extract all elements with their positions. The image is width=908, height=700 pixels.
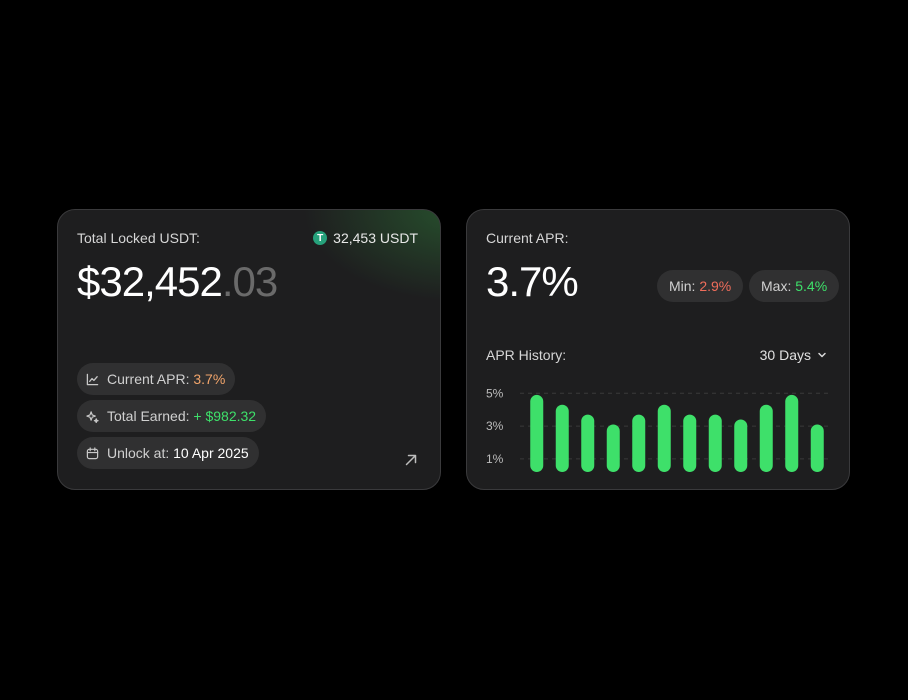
current-apr-pill: Current APR: 3.7%	[77, 363, 236, 395]
token-badge: T 32,453 USDT	[313, 230, 418, 246]
line-chart-icon	[86, 373, 99, 386]
min-apr-label: Min:	[669, 278, 696, 294]
sparkle-icon	[86, 410, 99, 423]
total-locked-value-main: $32,452	[77, 258, 223, 305]
apr-bar	[683, 414, 697, 472]
min-apr-pill: Min: 2.9%	[657, 270, 744, 302]
current-apr-label: Current APR:	[107, 371, 190, 387]
unlock-date-pill: Unlock at: 10 Apr 2025	[77, 437, 259, 469]
total-earned-value: + $982.32	[193, 408, 257, 424]
apr-history-label: APR History:	[486, 347, 567, 363]
y-tick-label: 5%	[486, 386, 504, 400]
y-tick-label: 3%	[486, 419, 504, 433]
max-apr-label: Max:	[761, 278, 792, 294]
apr-bar	[632, 414, 646, 472]
unlock-label: Unlock at:	[107, 445, 170, 461]
calendar-icon	[86, 446, 99, 460]
min-apr-value: 2.9%	[699, 278, 732, 294]
period-dropdown[interactable]: 30 Days	[760, 347, 827, 363]
total-locked-value: $32,452.03	[77, 258, 278, 306]
total-earned-pill: Total Earned: + $982.32	[77, 400, 267, 432]
current-apr-value: 3.7%	[193, 371, 226, 387]
max-apr-value: 5.4%	[795, 278, 828, 294]
total-locked-card: Total Locked USDT: T 32,453 USDT $32,452…	[57, 209, 441, 490]
token-amount: 32,453 USDT	[333, 230, 418, 246]
current-apr-card-value: 3.7%	[486, 258, 579, 305]
apr-bar	[708, 414, 722, 472]
unlock-value: 10 Apr 2025	[173, 445, 249, 461]
period-dropdown-value: 30 Days	[759, 347, 811, 363]
apr-bar	[581, 414, 595, 472]
total-locked-value-cents: .03	[221, 258, 278, 305]
current-apr-card: Current APR: 3.7% Min: 2.9% Max: 5.4% AP…	[466, 209, 850, 490]
max-apr-pill: Max: 5.4%	[749, 270, 840, 302]
apr-bar	[734, 419, 748, 472]
current-apr-card-label: Current APR:	[486, 230, 569, 246]
y-tick-label: 1%	[486, 452, 504, 466]
chevron-down-icon	[817, 350, 827, 360]
tether-icon: T	[313, 231, 328, 245]
apr-bar	[530, 394, 544, 472]
apr-bar	[657, 404, 671, 472]
apr-bar	[810, 424, 824, 472]
apr-bar	[606, 424, 620, 472]
apr-bar	[759, 404, 773, 472]
total-locked-label: Total Locked USDT:	[77, 230, 200, 246]
arrow-up-right-icon[interactable]	[404, 453, 418, 467]
apr-bar	[785, 394, 799, 472]
apr-bar	[555, 404, 569, 472]
apr-history-chart: 5% 3% 1%	[486, 386, 830, 472]
total-earned-label: Total Earned:	[107, 408, 190, 424]
